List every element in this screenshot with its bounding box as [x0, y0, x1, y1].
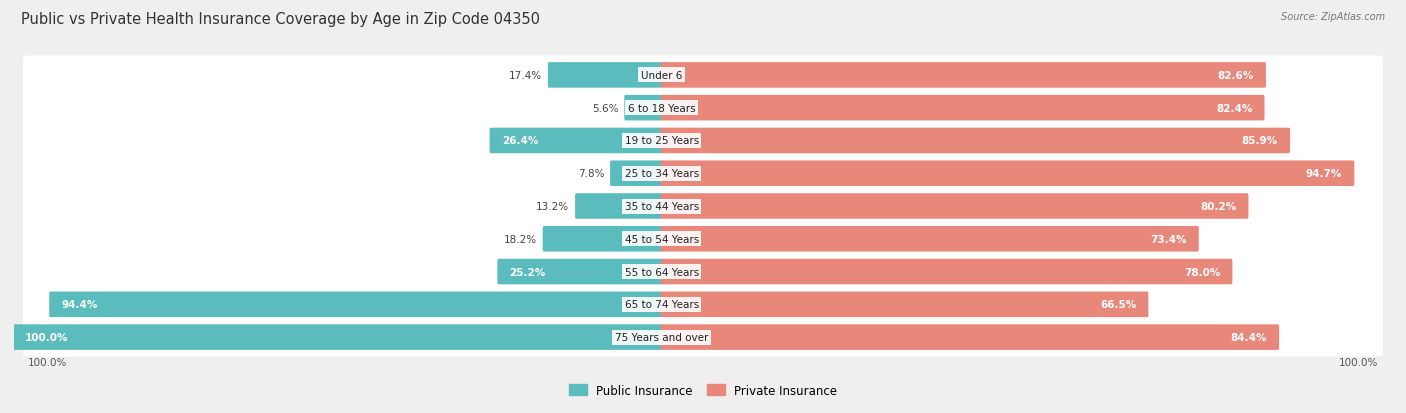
Text: 94.4%: 94.4%: [62, 299, 98, 310]
FancyBboxPatch shape: [22, 122, 1384, 160]
Text: 35 to 44 Years: 35 to 44 Years: [624, 202, 699, 211]
Legend: Public Insurance, Private Insurance: Public Insurance, Private Insurance: [564, 379, 842, 401]
Text: 19 to 25 Years: 19 to 25 Years: [624, 136, 699, 146]
Text: 100.0%: 100.0%: [28, 357, 67, 367]
FancyBboxPatch shape: [22, 285, 1384, 324]
Text: 6 to 18 Years: 6 to 18 Years: [628, 103, 696, 114]
FancyBboxPatch shape: [661, 161, 1354, 187]
Text: 84.4%: 84.4%: [1230, 332, 1267, 342]
Text: 78.0%: 78.0%: [1184, 267, 1220, 277]
FancyBboxPatch shape: [661, 325, 1279, 350]
FancyBboxPatch shape: [610, 161, 662, 187]
Text: 66.5%: 66.5%: [1099, 299, 1136, 310]
Text: Source: ZipAtlas.com: Source: ZipAtlas.com: [1281, 12, 1385, 22]
Text: 5.6%: 5.6%: [592, 103, 619, 114]
FancyBboxPatch shape: [22, 154, 1384, 193]
Text: 25 to 34 Years: 25 to 34 Years: [624, 169, 699, 179]
Text: 17.4%: 17.4%: [509, 71, 543, 81]
FancyBboxPatch shape: [661, 194, 1249, 219]
Text: 94.7%: 94.7%: [1306, 169, 1343, 179]
FancyBboxPatch shape: [22, 253, 1384, 291]
Text: Public vs Private Health Insurance Coverage by Age in Zip Code 04350: Public vs Private Health Insurance Cover…: [21, 12, 540, 27]
FancyBboxPatch shape: [661, 259, 1233, 285]
Text: 80.2%: 80.2%: [1201, 202, 1236, 211]
FancyBboxPatch shape: [543, 226, 662, 252]
Text: 82.6%: 82.6%: [1218, 71, 1254, 81]
Text: 100.0%: 100.0%: [25, 332, 69, 342]
FancyBboxPatch shape: [22, 220, 1384, 259]
FancyBboxPatch shape: [661, 226, 1199, 252]
FancyBboxPatch shape: [661, 128, 1291, 154]
Text: Under 6: Under 6: [641, 71, 682, 81]
Text: 82.4%: 82.4%: [1216, 103, 1253, 114]
FancyBboxPatch shape: [22, 89, 1384, 128]
Text: 18.2%: 18.2%: [503, 234, 537, 244]
FancyBboxPatch shape: [13, 325, 662, 350]
Text: 55 to 64 Years: 55 to 64 Years: [624, 267, 699, 277]
Text: 100.0%: 100.0%: [1339, 357, 1378, 367]
Text: 25.2%: 25.2%: [509, 267, 546, 277]
Text: 73.4%: 73.4%: [1150, 234, 1187, 244]
FancyBboxPatch shape: [575, 194, 662, 219]
FancyBboxPatch shape: [22, 57, 1384, 95]
Text: 85.9%: 85.9%: [1241, 136, 1278, 146]
FancyBboxPatch shape: [489, 128, 662, 154]
Text: 26.4%: 26.4%: [502, 136, 538, 146]
FancyBboxPatch shape: [661, 96, 1264, 121]
FancyBboxPatch shape: [498, 259, 662, 285]
Text: 45 to 54 Years: 45 to 54 Years: [624, 234, 699, 244]
FancyBboxPatch shape: [661, 292, 1149, 317]
Text: 75 Years and over: 75 Years and over: [614, 332, 709, 342]
FancyBboxPatch shape: [22, 318, 1384, 356]
Text: 7.8%: 7.8%: [578, 169, 605, 179]
Text: 13.2%: 13.2%: [536, 202, 569, 211]
FancyBboxPatch shape: [22, 187, 1384, 226]
FancyBboxPatch shape: [548, 63, 662, 88]
Text: 65 to 74 Years: 65 to 74 Years: [624, 299, 699, 310]
FancyBboxPatch shape: [624, 96, 662, 121]
FancyBboxPatch shape: [661, 63, 1265, 88]
FancyBboxPatch shape: [49, 292, 662, 317]
